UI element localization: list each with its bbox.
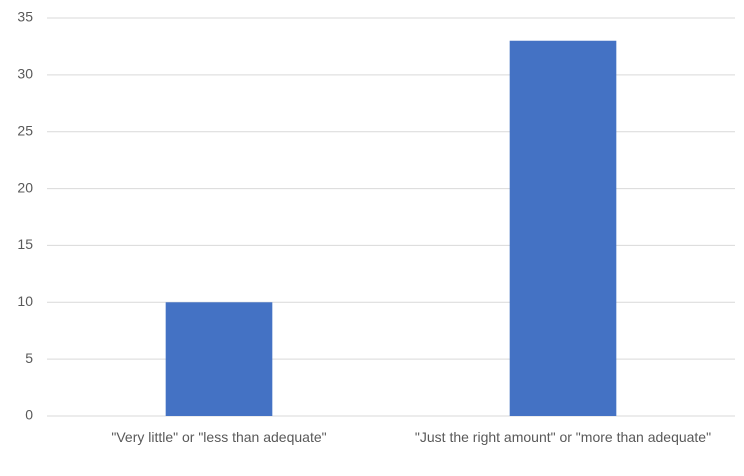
y-tick-label: 0 [25,407,33,423]
y-tick-label: 10 [17,293,33,309]
y-tick-label: 30 [17,66,33,82]
x-tick-label: "Very little" or "less than adequate" [111,429,327,445]
x-tick-label: "Just the right amount" or "more than ad… [414,429,712,445]
x-tick-label-box: "Very little" or "less than adequate" [111,429,327,445]
y-tick-label: 25 [17,122,33,138]
y-tick-label: 20 [17,179,33,195]
y-tick-label: 15 [17,236,33,252]
bar [165,302,273,416]
x-tick-label-box: "Just the right amount" or "more than ad… [414,429,712,445]
y-tick-label: 35 [17,9,33,25]
bar [509,40,617,416]
y-tick-label: 5 [25,350,33,366]
